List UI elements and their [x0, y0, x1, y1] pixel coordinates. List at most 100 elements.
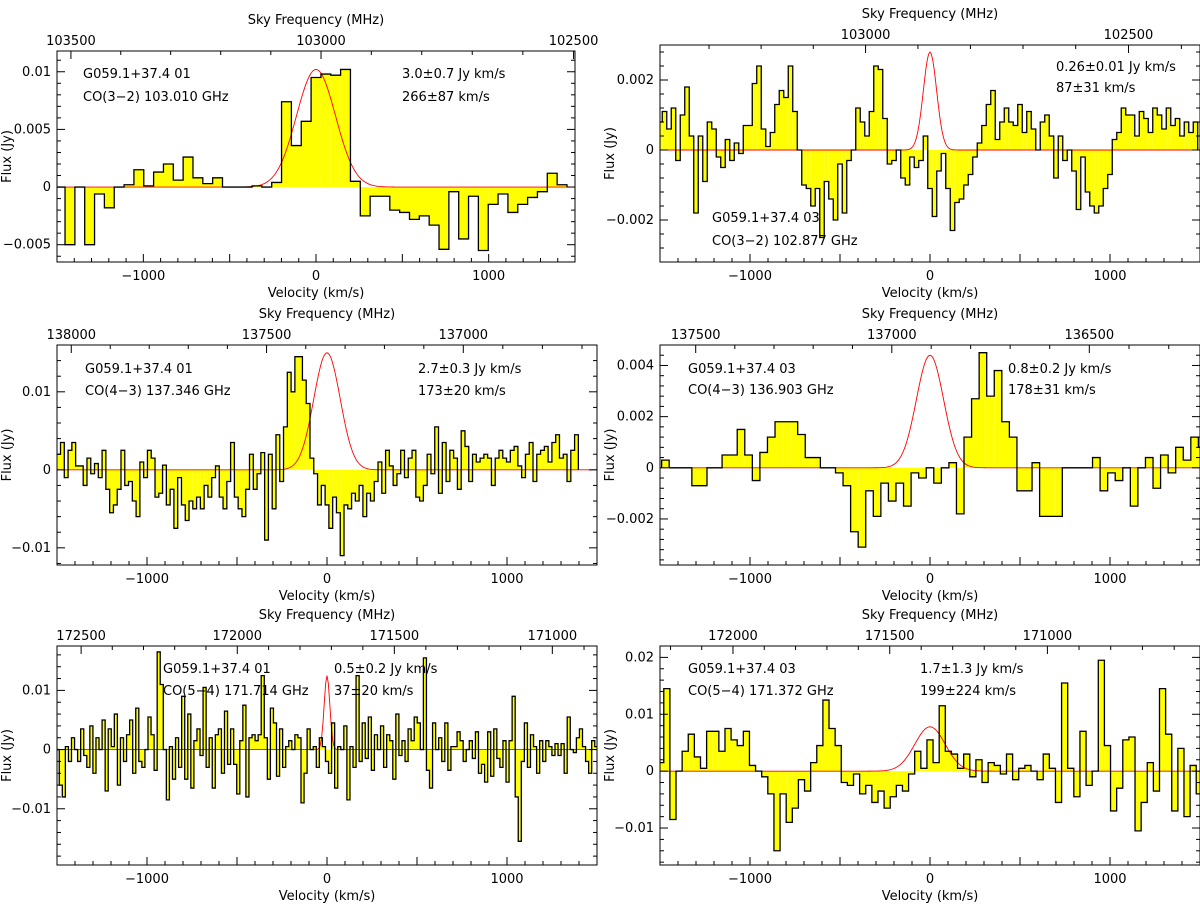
width-label: 173±20 km/s	[418, 384, 506, 399]
spectrum-channel	[994, 370, 1002, 468]
spectrum-outline	[660, 65, 1199, 239]
top-tick-label: 137500	[671, 328, 721, 343]
spectrum-channel	[957, 768, 964, 772]
spectrum-channel	[514, 446, 518, 470]
spectrum-channel	[141, 749, 145, 768]
spectrum-channel	[536, 454, 541, 470]
spectrum-channel	[729, 455, 738, 468]
spectrum-channel	[694, 756, 701, 772]
spectrum-channel	[1055, 771, 1062, 803]
spectrum-channel	[248, 737, 253, 750]
spectrum-channel	[923, 136, 928, 150]
spectrum-channel	[671, 108, 676, 150]
spectrum-channel	[184, 749, 188, 780]
spectrum-channel	[539, 740, 543, 750]
spectrum-channel	[488, 187, 499, 205]
spectrum-channel	[313, 469, 318, 474]
spectrum-channel	[385, 450, 390, 470]
spectrum-channel	[829, 728, 836, 772]
spectrum-channel	[389, 740, 393, 750]
spectrum-channel	[548, 462, 552, 470]
top-tick-label: 102500	[549, 34, 599, 49]
spectrum-channel	[1130, 115, 1135, 150]
spectrum-channel	[347, 469, 352, 509]
top-axis-title: Sky Frequency (MHz)	[862, 307, 998, 322]
spectrum-channel	[1031, 129, 1036, 150]
spectrum-channel	[824, 150, 829, 182]
spectrum-channel	[83, 749, 87, 756]
spectrum-channel	[1049, 768, 1056, 772]
spectrum-channel	[172, 749, 176, 780]
spectrum-channel	[1190, 437, 1199, 468]
spectrum-channel	[908, 771, 915, 774]
spectrum-channel	[783, 97, 789, 150]
spectrum-channel	[207, 469, 212, 498]
spectrum-channel	[255, 740, 259, 750]
spectrum-channel	[669, 771, 677, 820]
spectrum-channel	[1116, 771, 1123, 789]
spectrum-channel	[480, 458, 484, 470]
spectrum-channel	[379, 187, 390, 197]
spectrum-channel	[109, 469, 114, 513]
y-tick-label: 0	[43, 180, 51, 195]
spectrum-channel	[302, 380, 307, 470]
spectrum-channel	[193, 740, 197, 750]
spectrum-channel	[132, 469, 137, 502]
spectrum-channel	[1047, 467, 1055, 517]
spectrum-channel	[349, 746, 354, 750]
spectrum-channel	[927, 150, 933, 189]
spectrum-channel	[230, 728, 234, 750]
spectrum-channel	[720, 150, 726, 168]
spectrum-channel	[557, 184, 567, 188]
spectrum-channel	[102, 450, 106, 470]
source-label: G059.1+37.4 01	[163, 662, 271, 677]
spectrum-channel	[914, 751, 921, 772]
spectrum-channel	[798, 771, 805, 780]
spectrum-channel	[1190, 765, 1197, 772]
spectrum-outline	[57, 356, 580, 557]
spectrum-channel	[1024, 765, 1031, 772]
spectrum-channel	[366, 469, 371, 494]
spectrum-channel	[865, 467, 874, 491]
top-axis-title: Sky Frequency (MHz)	[259, 307, 395, 322]
spectrum-channel	[882, 118, 888, 150]
y-tick-label: 0.004	[617, 358, 654, 373]
y-axis-title: Flux (Jy)	[603, 429, 618, 482]
spectrum-channel	[900, 150, 906, 178]
spectrum-channel	[245, 469, 250, 490]
spectrum-channel	[797, 434, 806, 468]
spectrum-channel	[1098, 660, 1105, 772]
panel-co54-src01: Sky Frequency (MHz) Velocity (km/s) Flux…	[0, 608, 598, 904]
spectrum-channel	[124, 469, 129, 486]
spectrum-channel	[147, 450, 152, 470]
spectrum-channel	[105, 469, 110, 490]
spectrum-channel	[1121, 108, 1126, 150]
spectrum-channel	[1166, 108, 1171, 150]
x-tick-label: 0	[323, 572, 331, 587]
spectrum-channel	[86, 458, 91, 470]
spectrum-channel	[306, 403, 310, 470]
spectrum-channel	[801, 150, 807, 185]
spectrum-channel	[158, 469, 163, 494]
spectrum-channel	[423, 469, 428, 486]
spectrum-channel	[383, 749, 387, 768]
spectrum-channel	[663, 688, 670, 772]
spectrum-channel	[977, 143, 982, 150]
spectrum-channel	[340, 69, 351, 188]
spectrum-channel	[211, 469, 216, 478]
spectrum-channel	[209, 737, 213, 750]
spectrum-channel	[805, 457, 813, 468]
spectrum-channel	[871, 771, 878, 803]
line-label: CO(3−2) 103.010 GHz	[83, 90, 229, 105]
spectrum-channel	[920, 768, 927, 772]
spectrum-channel	[895, 467, 904, 484]
spectrum-channel	[282, 749, 286, 768]
spectrum-channel	[343, 725, 347, 750]
spectrum-channel	[1143, 118, 1149, 150]
spectrum-channel	[476, 462, 481, 470]
y-tick-label: 0	[646, 764, 654, 779]
top-tick-label: 138000	[46, 328, 96, 343]
spectrum-channel	[847, 771, 854, 786]
spectrum-channel	[749, 765, 756, 772]
spectrum-channel	[1012, 771, 1019, 780]
